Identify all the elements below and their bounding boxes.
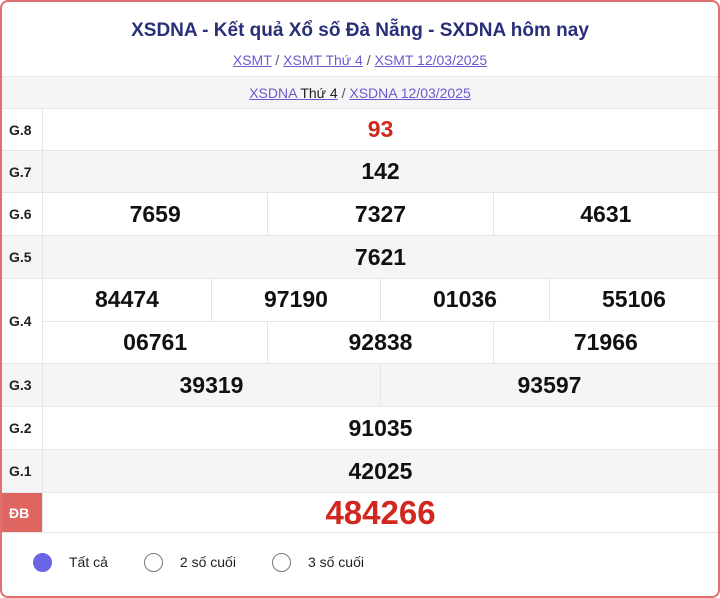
filter-radio[interactable]: 2 số cuối [143, 552, 236, 572]
prize-label: G.1 [2, 450, 43, 492]
link-xsmt[interactable]: XSMT [232, 52, 272, 68]
filter-label: 3 số cuối [307, 554, 364, 570]
prize-number: 55106 [549, 279, 718, 321]
prize-label: G.7 [2, 151, 43, 192]
link-xsdna-thu4[interactable]: XSDNA Thứ 4 [249, 85, 338, 101]
link-xsmt-date[interactable]: XSMT 12/03/2025 [374, 52, 488, 68]
prize-row: G.5 7621 [2, 236, 718, 279]
prize-row: ĐB 484266 [2, 493, 718, 533]
digit-filter: Tất cả 2 số cuối 3 số cuối [2, 533, 718, 591]
prize-row: G.6 7659 7327 4631 [2, 193, 718, 236]
page-title: XSDNA - Kết quả Xổ số Đà Nẵng - SXDNA hô… [131, 20, 589, 41]
prize-label: G.6 [2, 193, 43, 235]
prize-number: 92838 [267, 321, 492, 363]
prize-label: G.3 [2, 364, 43, 406]
prize-number: 484266 [325, 493, 436, 531]
prize-number: 91035 [348, 414, 413, 441]
prize-label: G.2 [2, 407, 43, 449]
prize-row: G.2 91035 [2, 407, 718, 450]
prize-number: 06761 [123, 328, 188, 355]
prize-number: 39319 [179, 371, 244, 398]
breadcrumb: XSMT / XSMT Thứ 4 / XSMT 12/03/2025 [232, 52, 488, 68]
radio-circle-icon[interactable] [271, 552, 291, 572]
prize-row: G.3 39319 93597 [2, 364, 718, 407]
prize-number: 71966 [492, 321, 718, 363]
prize-row: G.7 142 [2, 151, 718, 193]
prize-row: G.4 84474 97190 01036 55106 06761 92838 71966 [2, 279, 718, 364]
prize-label: G.4 [2, 279, 43, 363]
radio-circle-icon[interactable] [143, 552, 163, 572]
prize-number: 97190 [211, 279, 380, 321]
filter-label: 2 số cuối [179, 554, 236, 570]
filter-radio[interactable]: 3 số cuối [271, 552, 364, 572]
link-xsmt-thu4[interactable]: XSMT Thứ 4 [283, 52, 363, 68]
prize-number: 7621 [354, 243, 407, 270]
radio-circle-icon[interactable] [33, 552, 52, 572]
prize-label: G.5 [2, 236, 43, 278]
sub-breadcrumb: XSDNA Thứ 4 / XSDNA 12/03/2025 [2, 76, 718, 109]
prize-number: 84474 [95, 286, 159, 313]
prize-number: 7327 [267, 193, 492, 235]
prize-number: 7659 [129, 200, 181, 227]
link-xsdna-date[interactable]: XSDNA 12/03/2025 [349, 85, 471, 101]
prize-number: 93597 [380, 364, 718, 406]
prize-row: G.8 93 [2, 109, 718, 151]
prize-label: ĐB [2, 493, 43, 532]
prize-number: 4631 [492, 193, 718, 235]
prize-number: 142 [361, 158, 400, 184]
filter-label: Tất cả [69, 554, 108, 570]
prize-number: 42025 [348, 457, 413, 484]
filter-radio[interactable]: Tất cả [33, 552, 108, 572]
prize-label: G.8 [2, 109, 43, 150]
prize-row: G.1 42025 [2, 450, 718, 493]
prize-number: 01036 [380, 279, 549, 321]
prize-number: 93 [367, 116, 394, 142]
